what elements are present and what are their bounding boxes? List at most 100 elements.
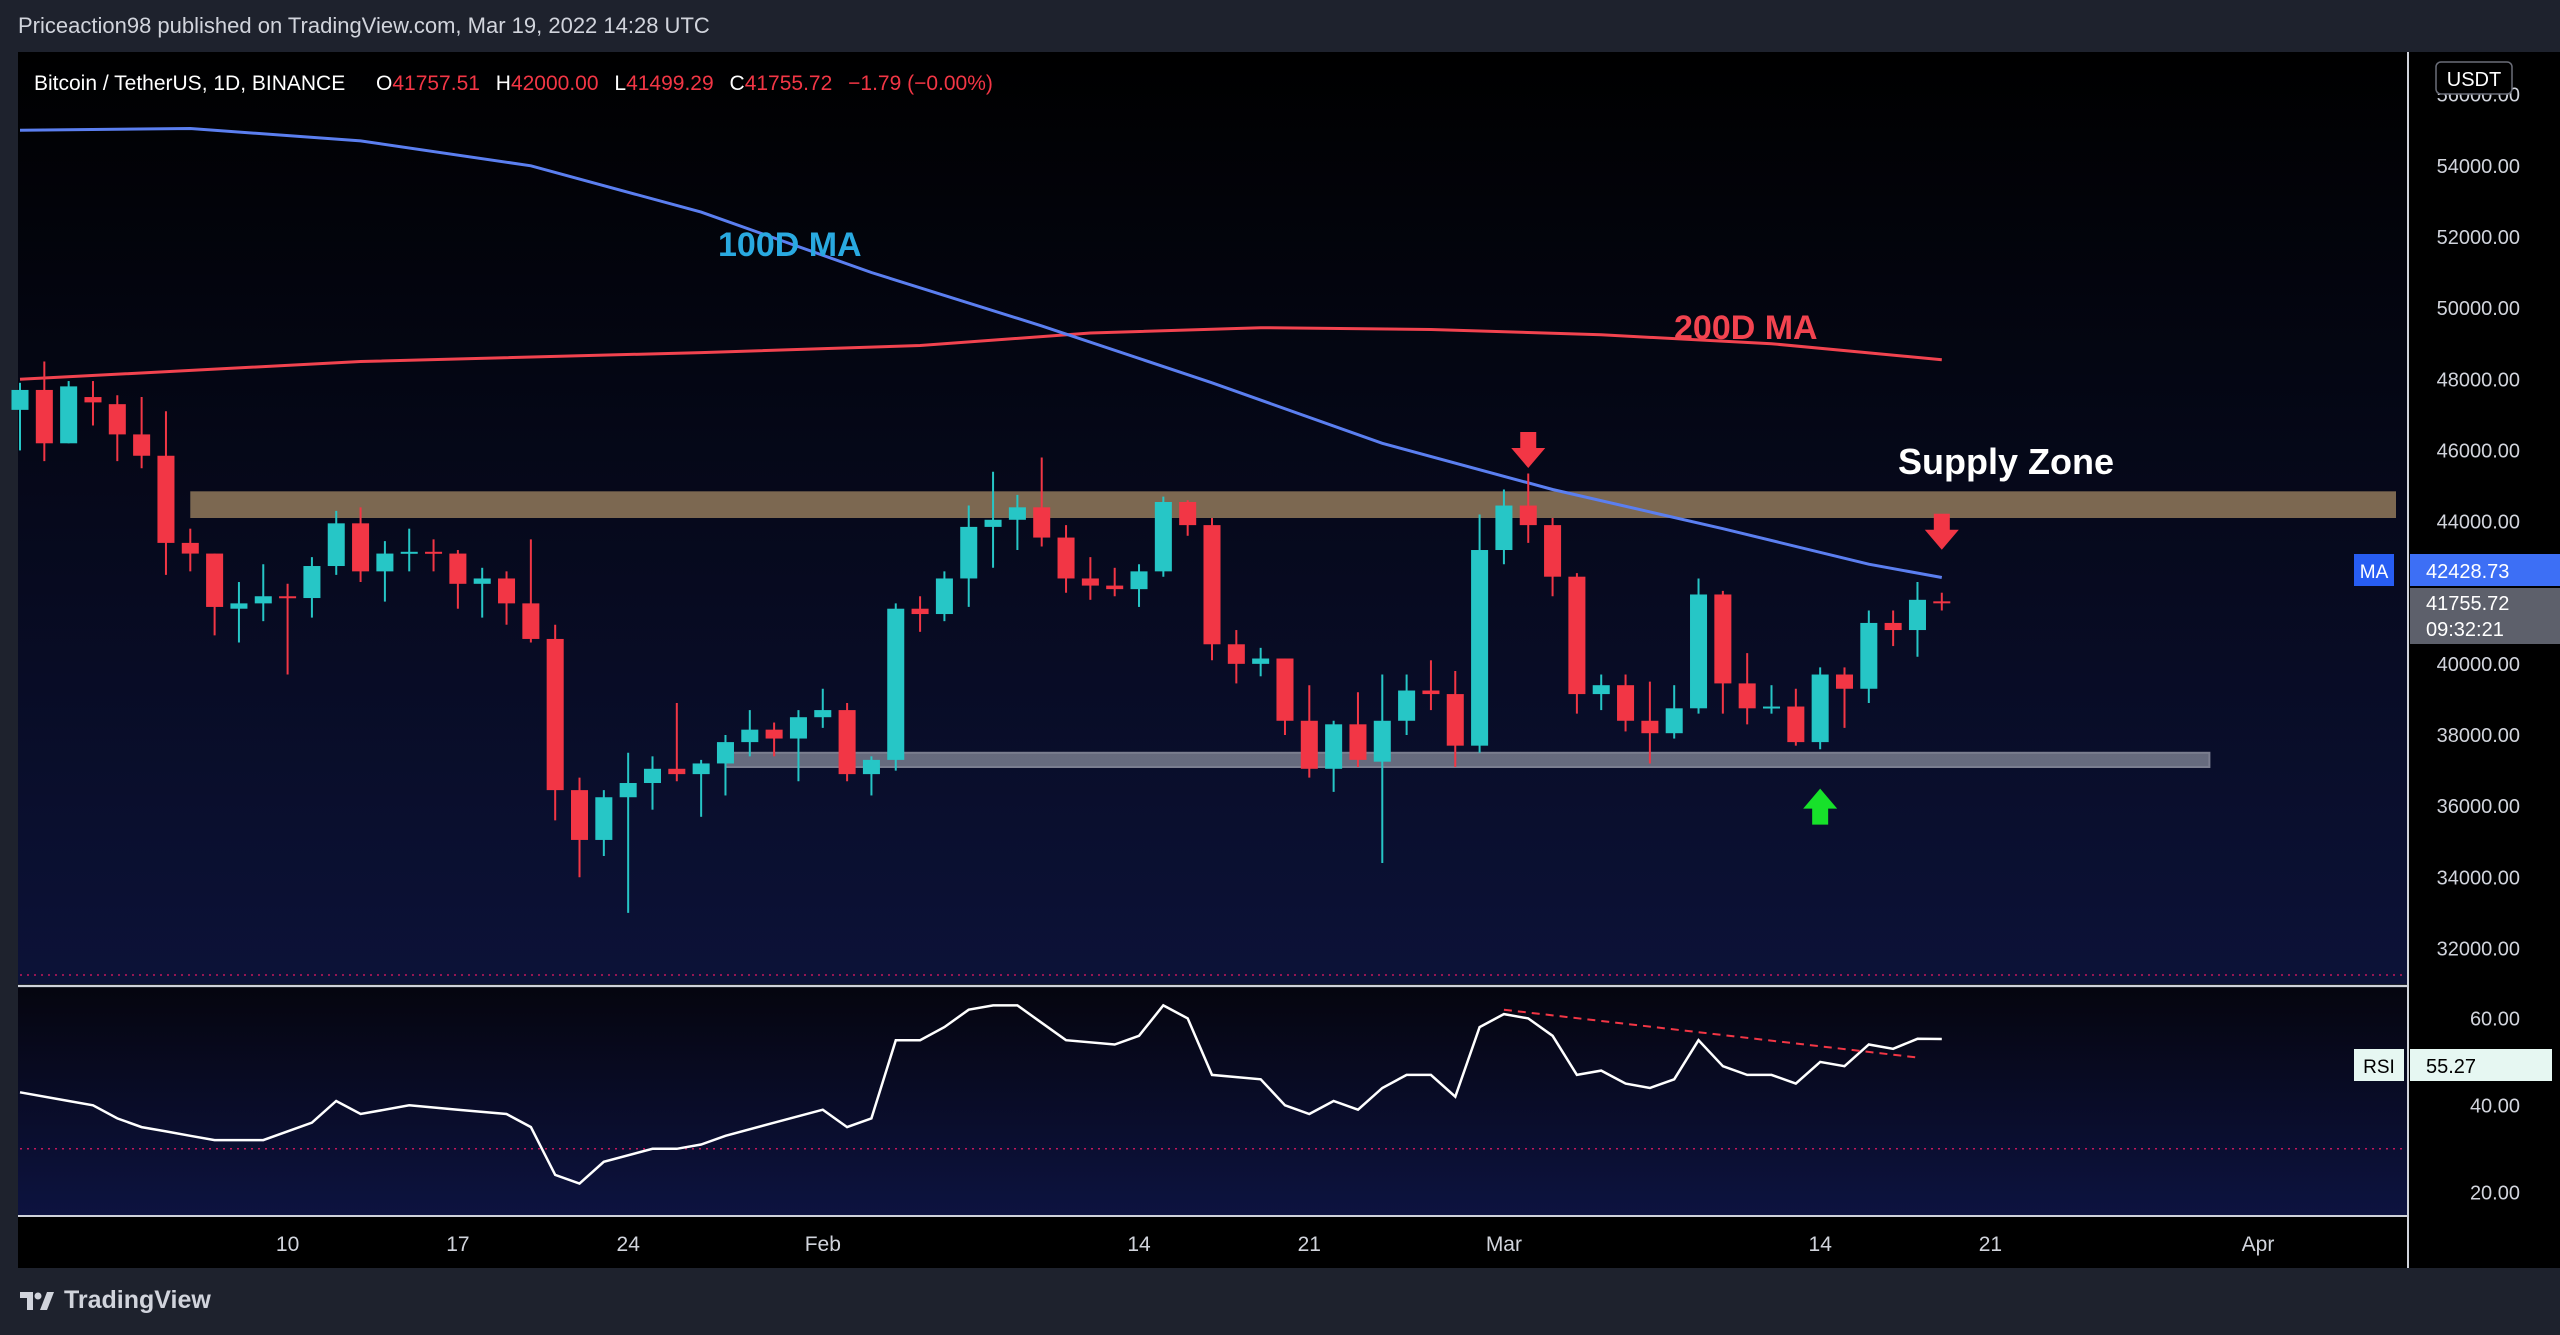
rsi-pane-background bbox=[18, 988, 2408, 1216]
candle bbox=[1933, 592, 1951, 611]
tradingview-logo[interactable]: TradingView bbox=[18, 1286, 211, 1315]
candle-body bbox=[1081, 578, 1099, 586]
candle bbox=[181, 528, 199, 572]
price-axis-label: 50000.00 bbox=[2437, 298, 2520, 320]
candle bbox=[1592, 674, 1610, 711]
chart-area[interactable]: 56000.00 54000.00 52000.00 50000.00 48000.00… bbox=[0, 52, 2560, 1268]
candle bbox=[1008, 494, 1026, 551]
candle-body bbox=[133, 434, 151, 456]
candle-body bbox=[789, 717, 807, 739]
ohlc-values: O41757.51 H42000.00 L41499.29 C41755.72 … bbox=[376, 72, 993, 95]
rsi-line bbox=[19, 1003, 1942, 1186]
time-axis-label: Feb bbox=[805, 1233, 841, 1256]
candle bbox=[1519, 473, 1537, 543]
time-axis-label: 14 bbox=[1127, 1233, 1151, 1256]
candle bbox=[1762, 685, 1781, 714]
ma-badge-value: 42428.73 bbox=[2426, 561, 2509, 583]
candle bbox=[765, 722, 783, 757]
publisher-text: Priceaction98 published on TradingView.c… bbox=[18, 13, 710, 38]
high-value: 42000.00 bbox=[511, 72, 599, 95]
candle bbox=[619, 752, 637, 913]
open-value: 41757.51 bbox=[392, 72, 480, 95]
supply-zone-rect bbox=[190, 491, 2397, 518]
candle-body bbox=[887, 608, 905, 760]
price-axis-label: 38000.00 bbox=[2437, 725, 2520, 747]
candle-body bbox=[1154, 501, 1172, 572]
time-axis-label: Mar bbox=[1486, 1233, 1522, 1256]
candle-body bbox=[619, 783, 637, 798]
candle bbox=[327, 510, 345, 575]
time-axis-label: 14 bbox=[1809, 1233, 1833, 1256]
candle bbox=[595, 790, 613, 856]
candle-body bbox=[595, 797, 613, 840]
candle-body bbox=[1762, 706, 1781, 709]
time-axis-label: 21 bbox=[1979, 1233, 2002, 1256]
candle-body bbox=[984, 519, 1002, 527]
candle bbox=[206, 553, 224, 636]
candle bbox=[1422, 660, 1440, 711]
candle-body bbox=[449, 553, 467, 584]
candle bbox=[692, 759, 710, 817]
candle bbox=[1276, 658, 1294, 735]
candle-body bbox=[741, 729, 759, 743]
candle-body bbox=[1933, 601, 1951, 604]
candle bbox=[11, 382, 29, 451]
candle-body bbox=[352, 523, 370, 572]
candle bbox=[1835, 667, 1854, 728]
candle bbox=[643, 756, 662, 810]
candle bbox=[1641, 681, 1659, 764]
candle-body bbox=[1568, 576, 1586, 695]
rsi-axis-label: 60.00 bbox=[2470, 1008, 2520, 1030]
rsi-badge-tag: RSI bbox=[2363, 1057, 2395, 1078]
candle-body bbox=[1349, 724, 1367, 760]
candle-body bbox=[1641, 720, 1659, 734]
candle bbox=[911, 596, 929, 632]
candle-countdown: 09:32:21 bbox=[2426, 619, 2504, 641]
ma-value-badge: MA 42428.73 bbox=[2354, 554, 2560, 586]
candle-body bbox=[546, 638, 564, 791]
time-axis-label: Apr bbox=[2242, 1233, 2275, 1256]
candle-body bbox=[1057, 537, 1075, 579]
currency-selector[interactable]: USDT bbox=[2435, 61, 2513, 95]
candle-body bbox=[1203, 525, 1221, 645]
time-axis-label: 21 bbox=[1298, 1233, 1321, 1256]
price-axis-label: 34000.00 bbox=[2437, 867, 2520, 889]
candle-body bbox=[473, 578, 491, 584]
price-chart[interactable]: 56000.0054000.0052000.0050000.0048000.00… bbox=[0, 52, 2560, 1268]
candle bbox=[1373, 674, 1391, 864]
open-label: O bbox=[376, 72, 392, 95]
candle bbox=[1033, 457, 1051, 547]
ma-badge-tag: MA bbox=[2360, 562, 2389, 583]
candle-body bbox=[1471, 550, 1489, 746]
symbol-label: Bitcoin / TetherUS, 1D, BINANCE bbox=[34, 72, 345, 95]
candle bbox=[35, 361, 53, 462]
candle bbox=[1154, 496, 1172, 577]
candle bbox=[741, 710, 759, 757]
candle bbox=[1081, 557, 1099, 600]
price-axis-label: 44000.00 bbox=[2437, 512, 2520, 534]
ma200-annotation: 200D MA bbox=[1674, 309, 1818, 347]
candle bbox=[862, 756, 880, 796]
candle bbox=[254, 564, 272, 622]
candle-body bbox=[327, 523, 345, 567]
ma100-line bbox=[19, 126, 1943, 579]
candle-body bbox=[11, 389, 29, 410]
candle bbox=[1738, 653, 1756, 725]
candle-body bbox=[522, 603, 540, 639]
footer: TradingView bbox=[0, 1268, 2560, 1335]
arrow-up-icon bbox=[1803, 788, 1838, 825]
candle bbox=[1325, 720, 1343, 792]
candle-body bbox=[84, 397, 102, 403]
candle bbox=[1446, 670, 1464, 768]
high-label: H bbox=[496, 72, 511, 95]
candle-body bbox=[376, 553, 394, 572]
price-axis-label: 54000.00 bbox=[2437, 156, 2520, 178]
candle-body bbox=[1495, 505, 1513, 551]
candle bbox=[425, 539, 443, 572]
candle bbox=[1252, 647, 1270, 677]
candle-body bbox=[1446, 694, 1464, 746]
candle bbox=[1860, 610, 1878, 703]
candle bbox=[1495, 489, 1513, 565]
candle bbox=[935, 571, 953, 622]
arrow-down-icon bbox=[1924, 513, 1959, 550]
